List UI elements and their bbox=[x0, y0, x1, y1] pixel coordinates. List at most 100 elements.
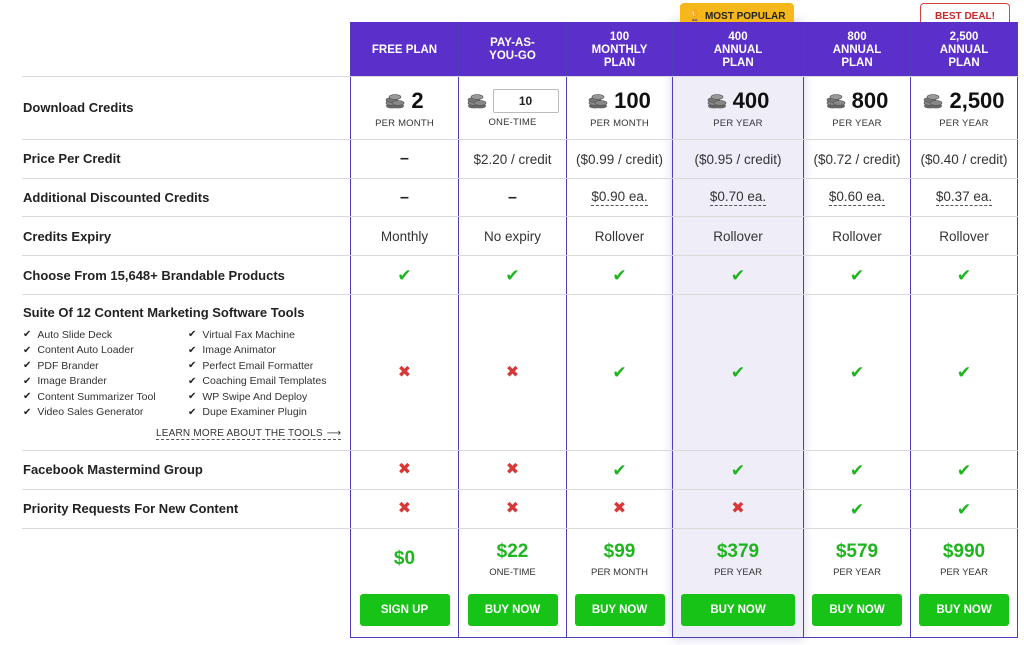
brandable-products-cell: ✔ bbox=[459, 256, 566, 294]
plan-price-cell: $99 PER MONTH bbox=[567, 536, 672, 582]
discounted-credits-cell: $0.37 ea. bbox=[911, 179, 1017, 216]
tool-list-item: ✔ Content Auto Loader bbox=[23, 344, 134, 357]
tool-list-item: ✔ Content Summarizer Tool bbox=[23, 390, 156, 403]
coins-icon bbox=[924, 93, 943, 108]
credit-period: PER MONTH bbox=[590, 117, 649, 129]
checkmark-icon: ✔ bbox=[23, 391, 32, 403]
cross-icon: ✖ bbox=[505, 461, 520, 478]
check-icon: ✔ bbox=[849, 499, 865, 519]
discounted-price-value[interactable]: $0.90 ea. bbox=[591, 189, 648, 206]
tool-list-item: ✔ Dupe Examiner Plugin bbox=[188, 406, 307, 419]
credit-amount: 400 bbox=[732, 87, 770, 113]
buy-now-button[interactable]: BUY NOW bbox=[467, 594, 558, 626]
price-period: ONE-TIME bbox=[489, 566, 536, 578]
row-divider bbox=[22, 178, 1018, 179]
price-per-credit-value: ($0.95 / credit) bbox=[694, 151, 782, 167]
tool-list-item: ✔ Auto Slide Deck bbox=[23, 328, 113, 341]
price-per-credit-cell: ($0.72 / credit) bbox=[804, 140, 910, 178]
check-icon: ✔ bbox=[730, 363, 746, 382]
software-suite-cell: ✖ bbox=[351, 295, 458, 450]
credits-expiry-cell: Rollover bbox=[911, 217, 1017, 255]
tool-list-item: ✔ Image Animator bbox=[188, 344, 276, 357]
popular-column-highlight bbox=[673, 22, 803, 638]
brandable-products-cell: ✔ bbox=[911, 256, 1017, 294]
tool-list-item: ✔ Coaching Email Templates bbox=[188, 375, 327, 388]
discounted-price-value[interactable]: $0.60 ea. bbox=[828, 189, 886, 206]
checkmark-icon: ✔ bbox=[188, 406, 197, 418]
credit-amount: 2 bbox=[411, 87, 424, 113]
price-per-credit-cell: ($0.40 / credit) bbox=[911, 140, 1017, 178]
expiry-value: Rollover bbox=[713, 228, 763, 244]
row-divider bbox=[22, 216, 1018, 217]
row-label-download-credits: Download Credits bbox=[23, 100, 134, 115]
cross-icon: ✖ bbox=[731, 500, 745, 517]
column-divider bbox=[910, 22, 911, 638]
column-divider bbox=[458, 22, 459, 638]
discounted-credits-cell: $0.70 ea. bbox=[673, 179, 803, 216]
checkmark-icon: ✔ bbox=[188, 391, 197, 403]
credit-amount: 100 bbox=[614, 87, 651, 113]
row-divider bbox=[22, 139, 1018, 140]
buy-now-button[interactable]: BUY NOW bbox=[919, 594, 1009, 626]
brandable-products-cell: ✔ bbox=[351, 256, 458, 294]
mastermind-cell: ✔ bbox=[673, 451, 803, 489]
check-icon: ✔ bbox=[956, 363, 972, 382]
buy-now-button[interactable]: BUY NOW bbox=[681, 594, 795, 626]
discounted-price-value[interactable]: $0.70 ea. bbox=[709, 189, 767, 206]
cross-icon: ✖ bbox=[612, 500, 627, 517]
discounted-credits-cell: – bbox=[351, 179, 458, 216]
buy-now-button[interactable]: BUY NOW bbox=[812, 594, 902, 626]
mastermind-cell: ✔ bbox=[911, 451, 1017, 489]
cross-icon: ✖ bbox=[397, 363, 412, 381]
arrow-right-icon: ⟶ bbox=[326, 428, 342, 439]
priority-requests-cell: ✖ bbox=[567, 490, 672, 528]
download-credits-cell: 2 PER MONTH bbox=[351, 77, 458, 139]
row-divider bbox=[22, 450, 1018, 451]
check-icon: ✔ bbox=[730, 265, 746, 285]
empty-dash: – bbox=[400, 150, 409, 167]
mastermind-cell: ✖ bbox=[459, 451, 566, 489]
row-divider bbox=[22, 294, 1018, 295]
credit-period: PER YEAR bbox=[939, 117, 989, 129]
plan-header-a400: 400 ANNUAL PLAN bbox=[673, 22, 803, 76]
row-label-price-per-credit: Price Per Credit bbox=[23, 151, 121, 166]
row-divider bbox=[22, 76, 1018, 77]
expiry-value: Rollover bbox=[939, 228, 989, 244]
price-per-credit-value: ($0.40 / credit) bbox=[920, 151, 1008, 167]
discounted-credits-cell: $0.60 ea. bbox=[804, 179, 910, 216]
plan-price: $990 bbox=[942, 540, 986, 562]
checkmark-icon: ✔ bbox=[188, 329, 197, 341]
plan-header-payg: PAY-AS-YOU-GO bbox=[459, 22, 566, 76]
row-label-discounted-credits: Additional Discounted Credits bbox=[23, 190, 210, 205]
price-per-credit-cell: – bbox=[351, 140, 458, 178]
tool-list-item: ✔ Video Sales Generator bbox=[23, 406, 144, 419]
priority-requests-cell: ✔ bbox=[911, 490, 1017, 528]
buy-now-button[interactable]: BUY NOW bbox=[574, 594, 665, 626]
coins-icon bbox=[588, 93, 608, 108]
price-per-credit-cell: ($0.99 / credit) bbox=[567, 140, 672, 178]
download-credits-cell: 100 PER MONTH bbox=[567, 77, 672, 139]
plan-header-a2500: 2,500 ANNUAL PLAN bbox=[911, 22, 1017, 76]
credits-expiry-cell: Monthly bbox=[351, 217, 458, 255]
priority-requests-cell: ✖ bbox=[673, 490, 803, 528]
plan-price: $0 bbox=[393, 548, 416, 569]
expiry-value: No expiry bbox=[483, 228, 542, 244]
software-suite-cell: ✔ bbox=[673, 295, 803, 450]
download-credits-cell: 10 ONE-TIME bbox=[459, 77, 566, 139]
credit-quantity-input[interactable]: 10 bbox=[492, 88, 559, 113]
tool-list-item: ✔ PDF Brander bbox=[23, 359, 99, 372]
coins-icon bbox=[386, 93, 405, 108]
trophy-icon: 🏆 bbox=[688, 11, 701, 22]
sign-up-button[interactable]: SIGN UP bbox=[359, 594, 450, 626]
priority-requests-cell: ✖ bbox=[351, 490, 458, 528]
price-per-credit-value: ($0.72 / credit) bbox=[813, 151, 901, 167]
checkmark-icon: ✔ bbox=[23, 375, 32, 387]
row-divider bbox=[22, 489, 1018, 490]
plan-price-cell: $22 ONE-TIME bbox=[459, 536, 566, 582]
discounted-price-value[interactable]: $0.37 ea. bbox=[935, 189, 993, 206]
learn-more-tools-link[interactable]: LEARN MORE ABOUT THE TOOLS ⟶ bbox=[156, 428, 342, 440]
plan-price-cell: $379 PER YEAR bbox=[673, 536, 803, 582]
checkmark-icon: ✔ bbox=[188, 344, 197, 356]
price-per-credit-cell: $2.20 / credit bbox=[459, 140, 566, 178]
check-icon: ✔ bbox=[612, 460, 627, 480]
